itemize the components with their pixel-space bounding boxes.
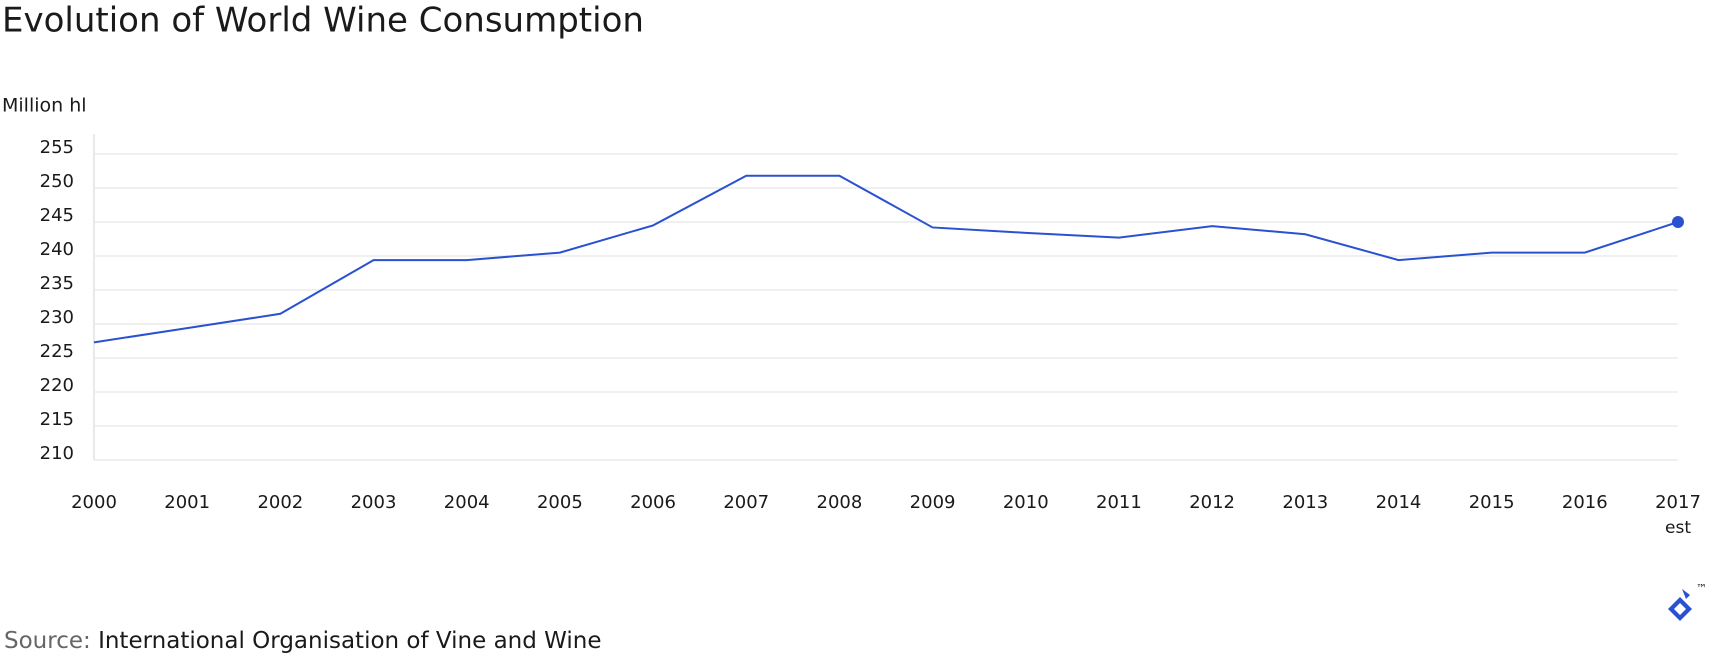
x-tick-label: 2009: [910, 492, 956, 513]
x-tick-label: 2016: [1562, 492, 1608, 513]
y-tick-label: 250: [40, 171, 74, 192]
y-axis-label: Million hl: [2, 95, 87, 117]
x-tick-label: 2013: [1282, 492, 1328, 513]
y-tick-label: 215: [40, 409, 74, 430]
x-tick-label: 2000: [71, 492, 117, 513]
source: Source: International Organisation of Vi…: [4, 628, 602, 654]
x-tick-label: 2006: [630, 492, 676, 513]
y-tick-label: 220: [40, 375, 74, 396]
y-tick-label: 225: [40, 341, 74, 362]
end-point: [1672, 216, 1684, 228]
logo: ™: [1668, 582, 1707, 621]
x-tick-label: 2007: [723, 492, 769, 513]
x-tick-label: 2003: [351, 492, 397, 513]
x-tick-label: 2005: [537, 492, 583, 513]
x-tick-label: 2014: [1376, 492, 1422, 513]
y-tick-label: 240: [40, 239, 74, 260]
source-text: International Organisation of Vine and W…: [98, 628, 601, 654]
y-tick-label: 210: [40, 443, 74, 464]
x-tick-label: 2004: [444, 492, 490, 513]
x-tick-label: 2017: [1655, 492, 1701, 513]
data-line: [93, 174, 1679, 344]
x-tick-label: 2015: [1469, 492, 1515, 513]
chart-title: Evolution of World Wine Consumption: [2, 1, 644, 41]
y-tick-label: 255: [40, 137, 74, 158]
y-tick-label: 245: [40, 205, 74, 226]
y-tick-label: 235: [40, 273, 74, 294]
x-tick-label: 2001: [164, 492, 210, 513]
x-tick-label: 2010: [1003, 492, 1049, 513]
x-tick-label: 2011: [1096, 492, 1142, 513]
source-label: Source:: [4, 628, 91, 654]
x-tick-label: 2012: [1189, 492, 1235, 513]
y-tick-label: 230: [40, 307, 74, 328]
x-tick-label: 2002: [257, 492, 303, 513]
logo-tm: ™: [1696, 582, 1707, 595]
x-tick-label: 2008: [817, 492, 863, 513]
x-tick-note: est: [1665, 518, 1691, 538]
